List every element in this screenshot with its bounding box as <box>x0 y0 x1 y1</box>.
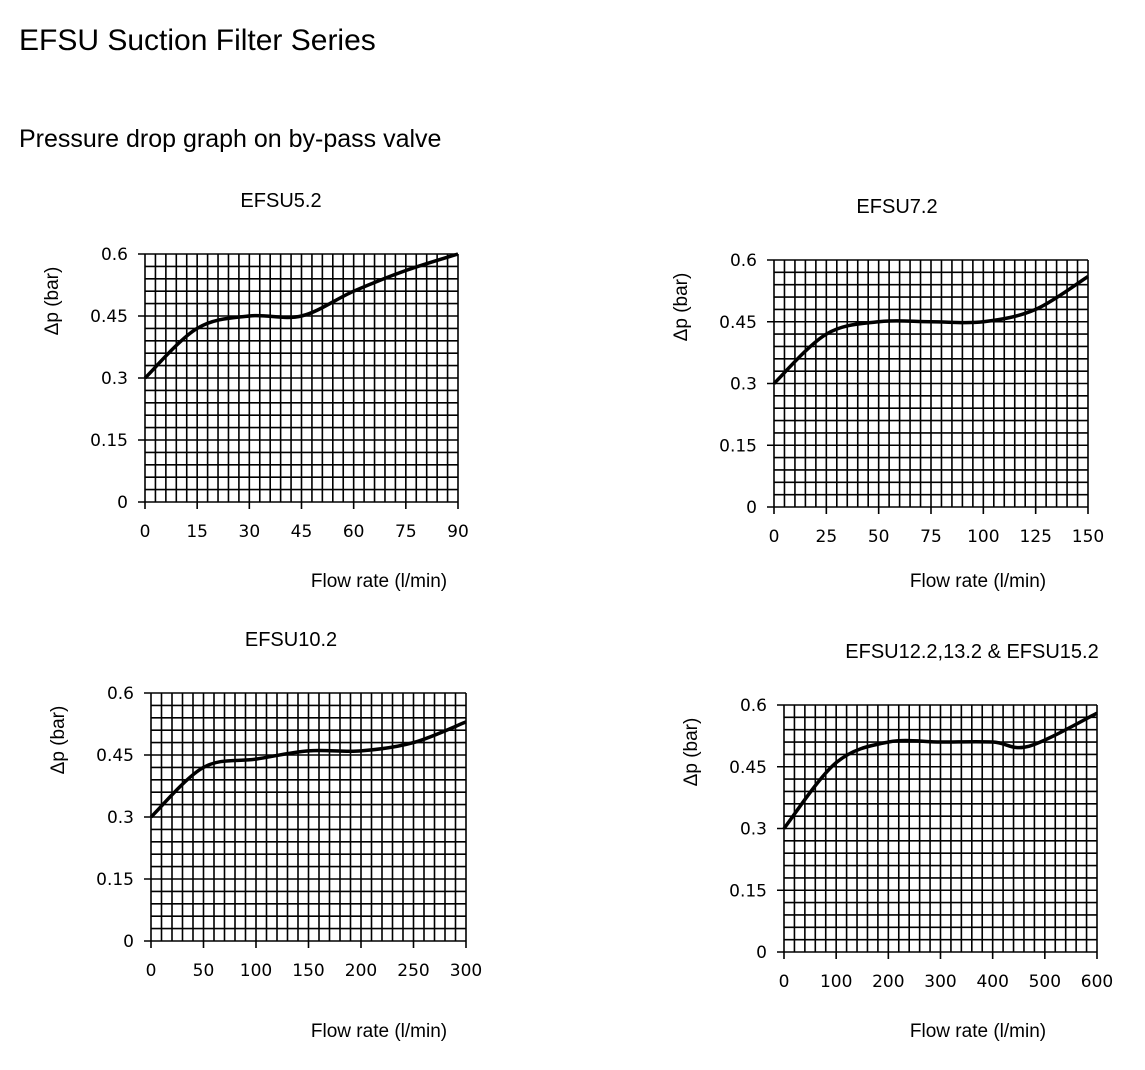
y-tick-label: 0.3 <box>740 820 767 840</box>
y-tick-label: 0 <box>746 498 757 518</box>
x-tick-label: 100 <box>240 961 272 981</box>
y-tick-label: 0.15 <box>96 870 134 890</box>
y-tick-label: 0.45 <box>729 758 767 778</box>
x-tick-label: 15 <box>186 522 208 542</box>
y-tick-label: 0 <box>117 493 128 513</box>
x-axis-label: Flow rate (l/min) <box>311 571 447 592</box>
x-tick-label: 500 <box>1029 972 1061 992</box>
series-line <box>149 720 467 819</box>
x-tick-label: 600 <box>1081 972 1113 992</box>
x-axis-label: Flow rate (l/min) <box>910 1021 1046 1042</box>
page-subtitle: Pressure drop graph on by-pass valve <box>19 125 442 153</box>
x-tick-label: 75 <box>395 522 417 542</box>
x-tick-label: 45 <box>291 522 313 542</box>
x-axis-label: Flow rate (l/min) <box>910 571 1046 592</box>
x-tick-label: 150 <box>1072 527 1104 547</box>
y-tick-label: 0.6 <box>740 696 767 716</box>
page-title: EFSU Suction Filter Series <box>19 24 376 57</box>
x-axis-label: Flow rate (l/min) <box>311 1021 447 1042</box>
y-axis-label: Δp (bar) <box>671 273 692 342</box>
x-tick-label: 25 <box>816 527 838 547</box>
x-tick-label: 90 <box>447 522 469 542</box>
y-tick-label: 0.15 <box>90 431 128 451</box>
y-axis-label: Δp (bar) <box>48 706 69 775</box>
chart-title: EFSU10.2 <box>245 629 337 651</box>
chart-title: EFSU12.2,13.2 & EFSU15.2 <box>845 641 1098 663</box>
x-tick-label: 50 <box>193 961 215 981</box>
x-tick-label: 0 <box>146 961 157 981</box>
y-tick-label: 0.15 <box>729 881 767 901</box>
x-tick-label: 100 <box>967 527 999 547</box>
x-tick-label: 300 <box>924 972 956 992</box>
y-tick-label: 0.6 <box>730 251 757 271</box>
x-tick-label: 50 <box>868 527 890 547</box>
y-tick-label: 0.6 <box>101 245 128 265</box>
y-tick-label: 0.3 <box>730 375 757 395</box>
y-axis-label: Δp (bar) <box>42 267 63 336</box>
x-tick-label: 0 <box>140 522 151 542</box>
series-line <box>782 711 1098 830</box>
x-tick-label: 250 <box>397 961 429 981</box>
x-tick-label: 200 <box>872 972 904 992</box>
y-axis-label: Δp (bar) <box>681 718 702 787</box>
x-tick-label: 125 <box>1019 527 1051 547</box>
y-tick-label: 0 <box>756 943 767 963</box>
x-tick-label: 200 <box>345 961 377 981</box>
x-tick-label: 30 <box>239 522 261 542</box>
series-line <box>143 252 459 380</box>
series-line <box>772 274 1089 385</box>
y-tick-label: 0.15 <box>719 436 757 456</box>
x-tick-label: 150 <box>292 961 324 981</box>
x-tick-label: 0 <box>779 972 790 992</box>
x-tick-label: 0 <box>769 527 780 547</box>
chart-title: EFSU5.2 <box>240 190 321 212</box>
y-tick-label: 0.3 <box>107 808 134 828</box>
x-tick-label: 60 <box>343 522 365 542</box>
x-tick-label: 75 <box>920 527 942 547</box>
x-tick-label: 400 <box>976 972 1008 992</box>
y-tick-label: 0.45 <box>96 746 134 766</box>
y-tick-label: 0 <box>123 932 134 952</box>
y-tick-label: 0.45 <box>90 307 128 327</box>
y-tick-label: 0.45 <box>719 313 757 333</box>
y-tick-label: 0.3 <box>101 369 128 389</box>
y-tick-label: 0.6 <box>107 684 134 704</box>
x-tick-label: 100 <box>820 972 852 992</box>
chart-title: EFSU7.2 <box>856 196 937 218</box>
x-tick-label: 300 <box>450 961 482 981</box>
